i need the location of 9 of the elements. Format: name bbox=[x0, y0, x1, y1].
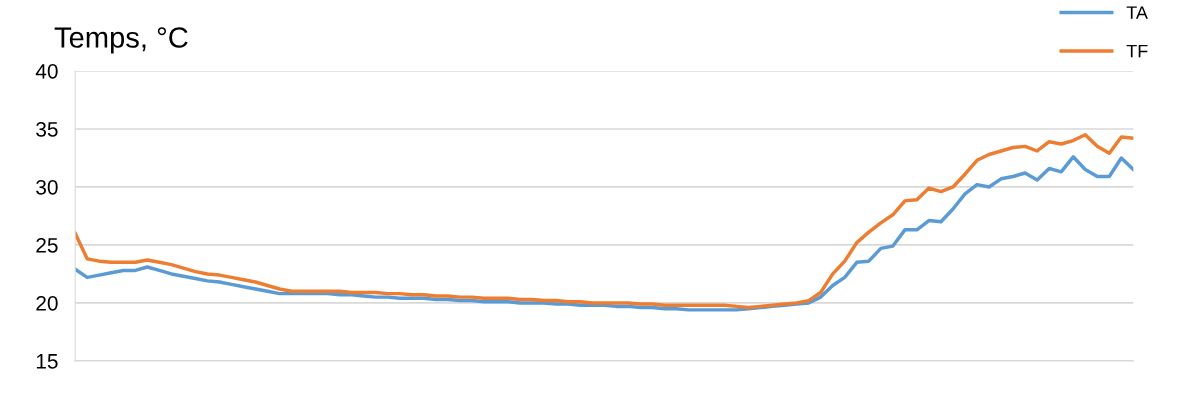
legend-label: TF bbox=[1126, 44, 1148, 58]
y-tick-label: 25 bbox=[36, 237, 58, 253]
y-tick-label: 35 bbox=[36, 121, 58, 137]
y-tick-label: 40 bbox=[35, 63, 58, 79]
y-tick-label: 30 bbox=[36, 179, 58, 195]
legend-label: TA bbox=[1126, 6, 1148, 19]
y-tick-label: 20 bbox=[36, 295, 58, 311]
y-tick-label: 15 bbox=[36, 354, 58, 369]
y-axis-title: Temps, °C bbox=[54, 27, 188, 54]
